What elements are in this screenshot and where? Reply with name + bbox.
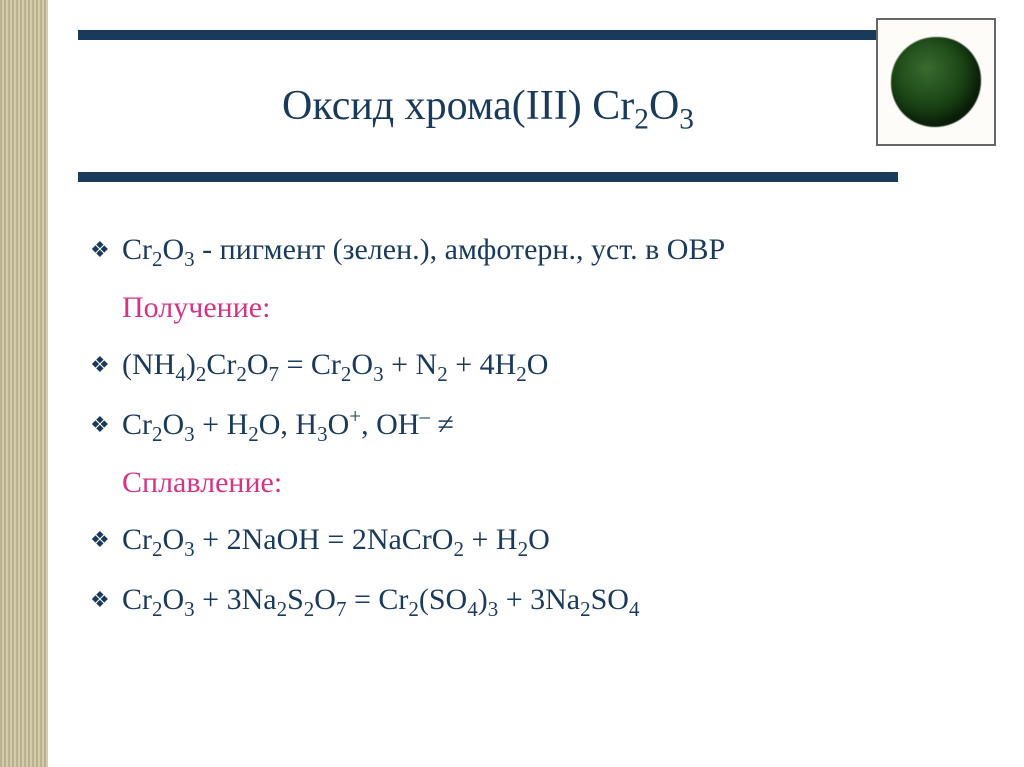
line-text: Cr2O3 + 2NaOH = 2NaCrO2 + H2O [122,520,970,561]
line-text: (NH4)2Cr2O7 = Cr2O3 + N2 + 4H2O [122,345,970,386]
bullet-line: ❖ Cr2O3 + 2NaOH = 2NaCrO2 + H2O [90,520,970,561]
bullet-line: ❖ (NH4)2Cr2O7 = Cr2O3 + N2 + 4H2O [90,345,970,386]
diamond-bullet-icon: ❖ [90,350,122,380]
bullet-line: ❖ Cr2O3 + H2O, H3O+, OH– ≠ [90,405,970,446]
title-bottom-bar [78,172,898,182]
title-container: Оксид хрома(III) Cr2O3 [78,40,898,172]
bullet-line: ❖ Cr2O3 - пигмент (зелен.), амфотерн., у… [90,230,970,271]
content-area: ❖ Cr2O3 - пигмент (зелен.), амфотерн., у… [90,230,970,641]
pigment-image [891,37,981,127]
section-heading: Сплавление: [122,466,970,500]
diamond-bullet-icon: ❖ [90,585,122,615]
side-rail [0,0,48,767]
diamond-bullet-icon: ❖ [90,235,122,265]
line-text: Cr2O3 + 3Na2S2O7 = Cr2(SO4)3 + 3Na2SO4 [122,580,970,621]
diamond-bullet-icon: ❖ [90,410,122,440]
pigment-image-frame [876,18,996,146]
bullet-line: ❖ Cr2O3 + 3Na2S2O7 = Cr2(SO4)3 + 3Na2SO4 [90,580,970,621]
slide-title: Оксид хрома(III) Cr2O3 [282,82,694,130]
line-text: Cr2O3 - пигмент (зелен.), амфотерн., уст… [122,230,970,271]
diamond-bullet-icon: ❖ [90,525,122,555]
title-top-bar [78,30,898,40]
section-heading: Получение: [122,291,970,325]
line-text: Cr2O3 + H2O, H3O+, OH– ≠ [122,405,970,446]
